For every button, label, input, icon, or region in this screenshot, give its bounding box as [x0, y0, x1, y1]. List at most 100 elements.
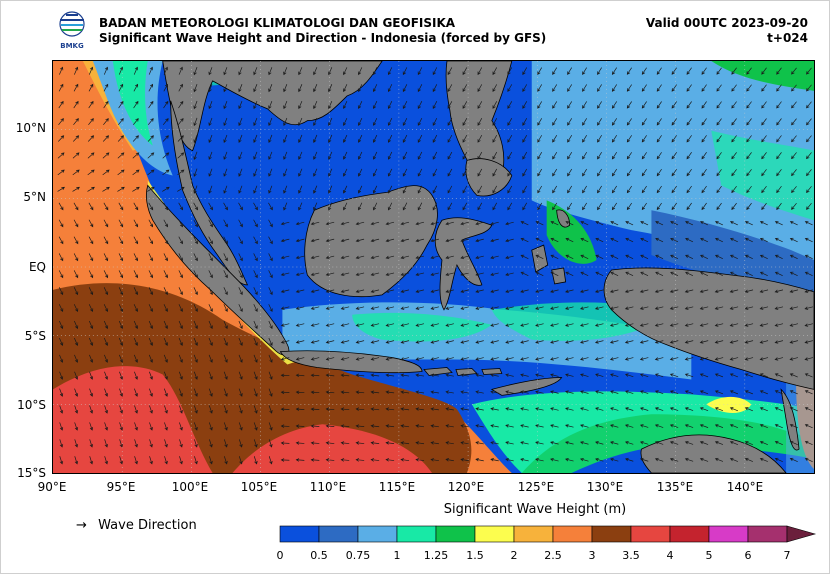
wave-arrow	[597, 168, 602, 177]
wave-arrow	[238, 202, 243, 211]
wave-arrow	[552, 84, 558, 92]
wave-arrow	[744, 271, 753, 276]
wave-arrow	[520, 289, 529, 293]
wave-arrow	[357, 185, 363, 194]
wave-arrow	[520, 306, 529, 310]
wave-arrow	[208, 84, 213, 93]
wave-arrow	[268, 388, 273, 397]
wave-arrow	[193, 134, 198, 144]
wave-arrow	[415, 441, 425, 445]
wave-arrow	[761, 185, 767, 194]
wave-arrow	[193, 151, 198, 161]
wave-arrow	[462, 134, 468, 143]
wave-arrow	[714, 271, 723, 276]
wave-arrow	[729, 390, 739, 395]
wave-arrow	[460, 407, 469, 411]
wave-arrow	[669, 390, 679, 395]
wave-direction-label: Wave Direction	[98, 518, 197, 533]
wave-arrow	[475, 255, 484, 260]
wave-arrow	[729, 289, 739, 293]
wave-arrow	[505, 441, 514, 445]
wave-arrow	[579, 340, 589, 344]
wave-arrow	[103, 287, 109, 296]
wave-arrow	[774, 220, 783, 226]
wave-arrow	[238, 134, 243, 143]
wave-arrow	[88, 83, 94, 92]
colorbar-swatch	[435, 525, 476, 543]
wave-arrow	[597, 185, 602, 194]
wave-arrow	[594, 289, 604, 293]
wave-arrow	[475, 441, 484, 445]
wave-arrow	[103, 304, 109, 313]
wave-arrow	[415, 272, 425, 276]
wave-arrow	[268, 236, 273, 245]
wave-arrow	[295, 458, 305, 462]
wave-arrow	[268, 422, 273, 431]
wave-arrow	[355, 357, 365, 361]
wave-arrow	[164, 439, 168, 448]
wave-arrow	[355, 441, 365, 445]
wave-arrow	[550, 271, 559, 276]
wave-arrow	[759, 271, 768, 276]
wave-arrow	[74, 320, 79, 330]
wave-arrow	[430, 221, 439, 226]
wave-arrow	[88, 304, 94, 313]
wave-arrow	[88, 287, 94, 296]
wave-arrow	[104, 439, 108, 448]
wave-arrow	[268, 168, 273, 177]
wave-arrow	[744, 390, 753, 395]
wave-arrow	[223, 371, 228, 380]
wave-arrow	[357, 168, 363, 177]
wave-arrow	[654, 424, 664, 428]
wave-arrow	[310, 340, 320, 344]
wave-arrow	[699, 390, 709, 395]
wave-arrow	[58, 270, 64, 279]
wave-arrow	[537, 118, 543, 126]
wave-arrow	[641, 202, 647, 211]
wave-arrow	[162, 169, 170, 176]
wave-arrow	[505, 306, 514, 310]
wave-arrow	[475, 373, 484, 377]
wave-arrow	[385, 238, 395, 243]
wave-arrow	[118, 304, 124, 313]
wave-arrow	[806, 118, 812, 126]
wave-arrow	[639, 390, 649, 394]
wave-arrow	[148, 236, 153, 245]
wave-arrow	[699, 407, 709, 412]
wave-arrow	[340, 390, 350, 394]
wave-arrow	[400, 323, 410, 327]
wave-arrow	[460, 390, 469, 394]
wave-arrow	[310, 441, 320, 445]
wave-arrow	[119, 456, 123, 465]
wave-arrow	[238, 405, 243, 414]
wave-arrow	[400, 255, 410, 260]
wave-arrow	[656, 152, 662, 160]
wave-arrow	[490, 357, 499, 361]
wave-arrow	[58, 135, 65, 142]
wave-arrow	[133, 304, 139, 313]
wave-arrow	[208, 270, 213, 279]
wave-arrow	[537, 101, 543, 109]
wave-arrow	[370, 441, 380, 445]
wave-arrow	[103, 100, 109, 109]
wave-arrow	[370, 272, 380, 276]
wave-arrow	[402, 84, 408, 93]
lead-time-label: t+024	[767, 31, 808, 45]
wave-arrow	[492, 134, 498, 143]
wave-arrow	[520, 407, 529, 411]
wave-arrow	[445, 340, 454, 344]
wave-arrow	[430, 373, 439, 377]
wave-arrow	[118, 83, 124, 92]
wave-arrow	[400, 373, 410, 377]
wave-arrow	[357, 134, 363, 143]
wave-arrow	[310, 306, 320, 310]
wave-arrow	[163, 388, 168, 397]
wave-arrow	[686, 185, 692, 194]
wave-arrow	[520, 323, 529, 327]
wave-arrow	[686, 101, 692, 109]
wave-arrow	[669, 289, 679, 293]
wave-arrow	[522, 84, 528, 92]
wave-arrow	[669, 306, 679, 310]
wave-arrow	[460, 458, 469, 462]
wave-arrow	[595, 407, 604, 411]
